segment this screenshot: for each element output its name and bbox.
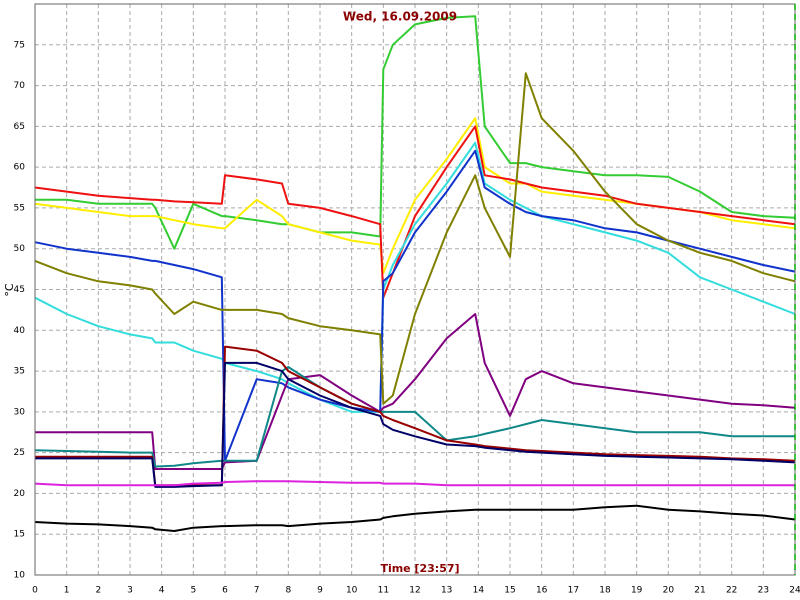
x-tick-label: 21 bbox=[694, 586, 705, 596]
series-line bbox=[34, 149, 796, 462]
y-tick-label: 20 bbox=[14, 489, 26, 499]
y-tick-label: 50 bbox=[14, 244, 26, 254]
y-tick-label: 10 bbox=[14, 571, 26, 581]
x-tick-label: 2 bbox=[95, 586, 101, 596]
x-tick-label: 17 bbox=[568, 586, 579, 596]
x-tick-label: 16 bbox=[536, 586, 548, 596]
series bbox=[34, 15, 796, 532]
x-axis-label: Time [23:57] bbox=[380, 562, 459, 575]
y-tick-label: 15 bbox=[14, 530, 25, 540]
series-line bbox=[34, 366, 795, 468]
x-tick-label: 22 bbox=[726, 586, 737, 596]
y-tick-label: 35 bbox=[14, 367, 25, 377]
y-axis-label: °C bbox=[3, 283, 16, 297]
x-tick-label: 14 bbox=[473, 586, 485, 596]
y-tick-label: 60 bbox=[14, 163, 26, 173]
series-line bbox=[34, 504, 796, 532]
x-tick-label: 10 bbox=[346, 586, 358, 596]
x-tick-label: 18 bbox=[599, 586, 611, 596]
x-tick-label: 19 bbox=[631, 586, 643, 596]
x-tick-label: 11 bbox=[378, 586, 389, 596]
series-line bbox=[34, 72, 796, 405]
x-tick-label: 23 bbox=[758, 586, 769, 596]
y-tick-label: 70 bbox=[14, 81, 26, 91]
y-tick-label: 40 bbox=[14, 326, 26, 336]
x-tick-label: 5 bbox=[190, 586, 196, 596]
x-tick-label: 8 bbox=[285, 586, 291, 596]
x-tick-label: 7 bbox=[254, 586, 260, 596]
x-tick-label: 12 bbox=[409, 586, 420, 596]
x-tick-label: 4 bbox=[159, 586, 165, 596]
y-tick-label: 30 bbox=[14, 407, 26, 417]
x-tick-label: 3 bbox=[127, 586, 133, 596]
x-tick-label: 0 bbox=[32, 586, 38, 596]
series-line bbox=[34, 117, 796, 275]
y-tick-label: 75 bbox=[14, 40, 25, 50]
x-tick-label: 9 bbox=[317, 586, 323, 596]
x-tick-label: 24 bbox=[789, 586, 800, 596]
y-tick-label: 45 bbox=[14, 285, 25, 295]
y-tick-label: 65 bbox=[14, 122, 25, 132]
series-line bbox=[35, 313, 796, 470]
x-tick-label: 13 bbox=[441, 586, 452, 596]
series-line bbox=[35, 15, 796, 250]
x-tick-label: 6 bbox=[222, 586, 228, 596]
chart-title: Wed, 16.09.2009 bbox=[343, 10, 457, 24]
y-tick-label: 25 bbox=[14, 448, 25, 458]
y-tick-label: 55 bbox=[14, 203, 25, 213]
series-line bbox=[35, 361, 796, 488]
series-line bbox=[34, 480, 795, 487]
x-tick-label: 15 bbox=[504, 586, 515, 596]
x-tick-label: 1 bbox=[64, 586, 70, 596]
x-tick-label: 20 bbox=[663, 586, 675, 596]
